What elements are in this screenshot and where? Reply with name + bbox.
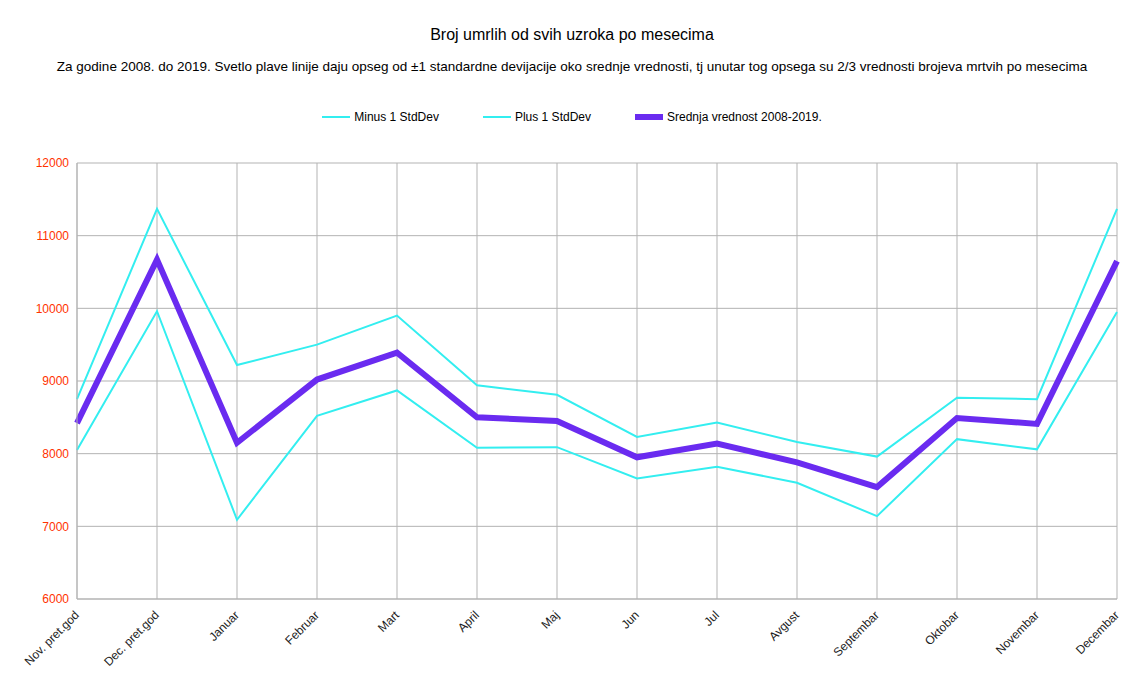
html-text:Minus 1 StdDev: Minus 1 StdDev xyxy=(354,110,439,124)
html-text:Plus 1 StdDev: Plus 1 StdDev xyxy=(514,110,591,124)
html-text:Srednja vrednost 2008-2019.: Srednja vrednost 2008-2019. xyxy=(667,110,822,124)
svg-text:Januar: Januar xyxy=(206,608,242,644)
svg-text:12000: 12000 xyxy=(36,156,70,170)
svg-text:8000: 8000 xyxy=(42,447,69,461)
svg-text:Septembar: Septembar xyxy=(831,608,882,659)
svg-text:9000: 9000 xyxy=(42,374,69,388)
html-text:Broj umrlih od svih uzroka po: Broj umrlih od svih uzroka po mesecima xyxy=(430,26,714,43)
svg-text:10000: 10000 xyxy=(36,302,70,316)
svg-text:Decembar: Decembar xyxy=(1073,608,1122,657)
svg-text:Jul: Jul xyxy=(701,608,722,629)
svg-text:Maj: Maj xyxy=(538,608,562,632)
html-text:Za godine 2008. do 2019. Svetl: Za godine 2008. do 2019. Svetlo plave li… xyxy=(56,59,1088,74)
svg-text:6000: 6000 xyxy=(42,592,69,606)
svg-text:11000: 11000 xyxy=(37,229,70,243)
svg-text:Dec. pret.god: Dec. pret.god xyxy=(101,608,162,669)
svg-text:Oktobar: Oktobar xyxy=(922,608,962,648)
svg-text:Nov. pret.god: Nov. pret.god xyxy=(22,608,82,668)
svg-text:Jun: Jun xyxy=(618,608,642,632)
svg-text:April: April xyxy=(455,608,482,635)
svg-text:Mart: Mart xyxy=(375,608,402,635)
svg-text:Avgust: Avgust xyxy=(766,608,802,644)
svg-text:Februar: Februar xyxy=(282,608,322,648)
svg-text:7000: 7000 xyxy=(42,520,69,534)
svg-text:Novembar: Novembar xyxy=(993,608,1042,657)
